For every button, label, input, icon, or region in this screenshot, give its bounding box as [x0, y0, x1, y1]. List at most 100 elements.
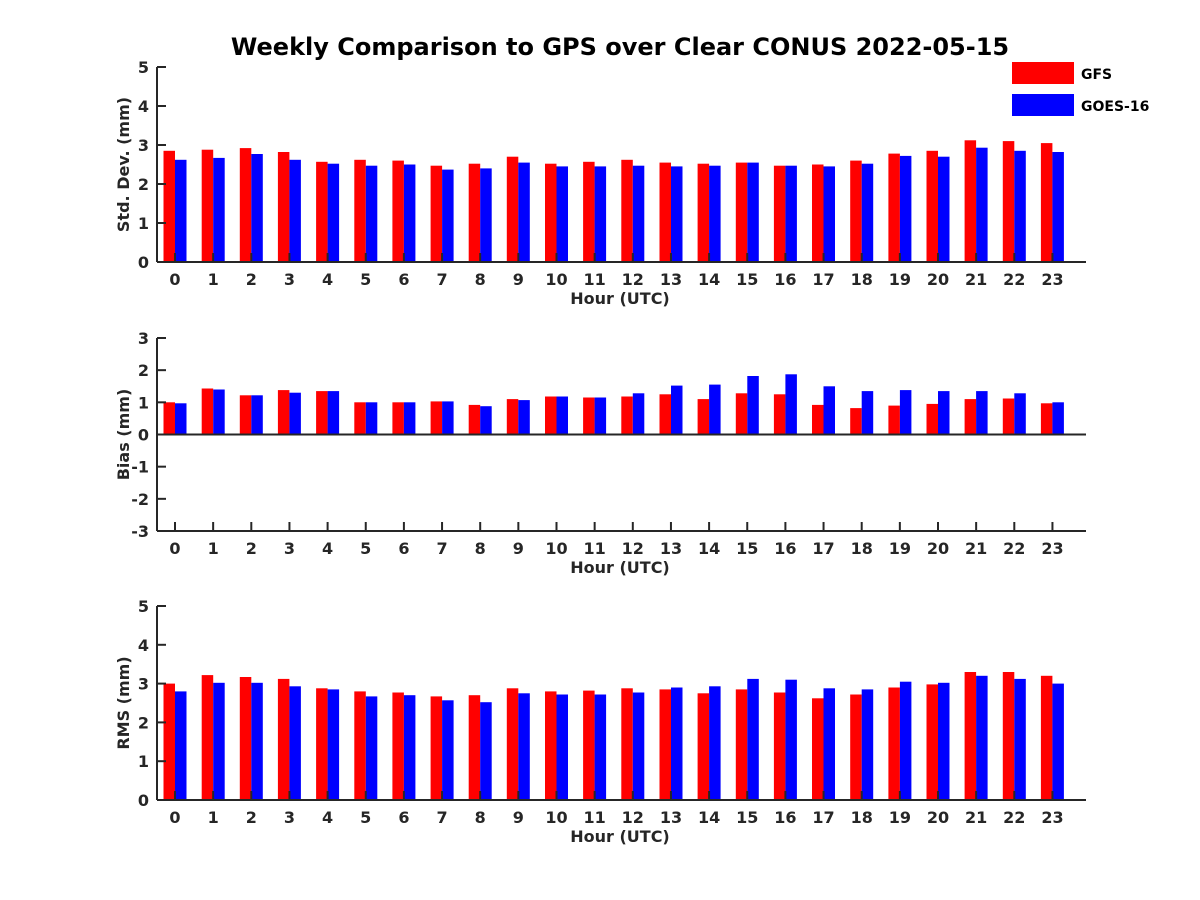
bar-gfs-hour-3: [277, 390, 290, 435]
bar-goes16-hour-19: [899, 681, 912, 800]
bar-gfs-hour-14: [697, 399, 710, 435]
bar-gfs-hour-18: [850, 694, 862, 800]
bar-goes16-hour-8: [480, 702, 492, 800]
x-tick-label: 21: [965, 539, 987, 558]
bar-gfs-hour-2: [239, 395, 252, 435]
y-tick-label: 1: [138, 214, 149, 233]
x-tick-label: 22: [1003, 808, 1025, 827]
bar-goes16-hour-4: [327, 391, 340, 435]
x-tick-label: 15: [736, 539, 758, 558]
bar-goes16-hour-4: [327, 163, 340, 262]
x-tick-label: 5: [360, 270, 371, 289]
x-tick-label: 21: [965, 808, 987, 827]
bar-gfs-hour-0: [163, 150, 175, 262]
x-tick-label: 9: [513, 539, 524, 558]
bar-goes16-hour-20: [938, 682, 950, 800]
chart-title: Weekly Comparison to GPS over Clear CONU…: [231, 33, 1009, 61]
x-tick-label: 10: [545, 270, 567, 289]
bar-goes16-hour-12: [632, 165, 645, 262]
legend-label-goes16: GOES-16: [1081, 99, 1149, 115]
bar-gfs-hour-7: [430, 165, 443, 262]
bar-gfs-hour-10: [545, 163, 557, 262]
x-tick-label: 17: [812, 539, 834, 558]
x-tick-label: 16: [774, 808, 796, 827]
bar-gfs-hour-16: [773, 165, 786, 262]
bar-gfs-hour-7: [430, 401, 443, 435]
bar-goes16-hour-0: [175, 691, 187, 800]
x-tick-label: 19: [889, 270, 911, 289]
bar-goes16-hour-2: [251, 682, 263, 800]
bar-gfs-hour-23: [1040, 675, 1053, 800]
bar-goes16-hour-22: [1014, 150, 1026, 262]
bar-gfs-hour-17: [812, 404, 824, 435]
x-tick-label: 4: [322, 539, 333, 558]
bar-goes16-hour-23: [1052, 152, 1064, 262]
bar-gfs-hour-7: [430, 696, 443, 800]
bar-goes16-hour-11: [594, 694, 607, 800]
bar-goes16-hour-16: [785, 679, 797, 800]
x-tick-label: 2: [246, 808, 257, 827]
y-axis-label: Std. Dev. (mm): [114, 97, 133, 232]
x-tick-label: 10: [545, 808, 567, 827]
x-tick-label: 19: [889, 808, 911, 827]
x-tick-label: 5: [360, 808, 371, 827]
bar-gfs-hour-11: [583, 161, 595, 262]
bar-goes16-hour-6: [403, 402, 416, 435]
bar-gfs-hour-21: [964, 399, 977, 435]
x-tick-label: 8: [475, 808, 486, 827]
x-tick-label: 18: [851, 808, 873, 827]
y-tick-label: -3: [131, 522, 149, 541]
bar-goes16-hour-0: [175, 159, 187, 262]
x-tick-label: 12: [622, 270, 644, 289]
bar-goes16-hour-23: [1052, 683, 1064, 800]
bar-goes16-hour-17: [823, 386, 835, 435]
x-tick-label: 18: [851, 270, 873, 289]
bar-goes16-hour-12: [632, 692, 645, 800]
x-tick-label: 19: [889, 539, 911, 558]
x-tick-label: 13: [660, 539, 682, 558]
x-tick-label: 9: [513, 270, 524, 289]
bar-goes16-hour-5: [365, 696, 378, 800]
x-tick-label: 1: [208, 539, 219, 558]
bar-gfs-hour-18: [850, 160, 862, 262]
bar-goes16-hour-21: [976, 391, 988, 435]
bar-gfs-hour-20: [926, 684, 938, 800]
y-tick-label: 0: [138, 791, 149, 810]
bar-gfs-hour-11: [583, 397, 595, 435]
bar-goes16-hour-8: [480, 406, 492, 435]
bar-goes16-hour-16: [785, 165, 797, 262]
bar-gfs-hour-21: [964, 672, 977, 800]
x-tick-label: 16: [774, 539, 796, 558]
x-tick-label: 2: [246, 539, 257, 558]
x-tick-label: 1: [208, 808, 219, 827]
bar-gfs-hour-9: [506, 688, 519, 800]
bar-goes16-hour-3: [289, 159, 301, 262]
x-tick-label: 0: [169, 808, 180, 827]
bar-gfs-hour-5: [354, 691, 366, 800]
legend: GFS GOES-16: [1012, 62, 1149, 116]
bar-goes16-hour-21: [976, 675, 988, 800]
bar-goes16-hour-2: [251, 154, 263, 262]
x-tick-label: 4: [322, 270, 333, 289]
bar-goes16-hour-10: [556, 396, 568, 435]
bar-goes16-hour-6: [403, 695, 416, 800]
bar-goes16-hour-19: [899, 155, 912, 262]
x-tick-label: 8: [475, 539, 486, 558]
y-tick-label: 4: [138, 636, 149, 655]
x-tick-label: 22: [1003, 270, 1025, 289]
bar-gfs-hour-6: [392, 402, 404, 435]
y-tick-label: 4: [138, 97, 149, 116]
bar-gfs-hour-22: [1002, 141, 1015, 262]
bar-goes16-hour-5: [365, 402, 378, 435]
x-tick-label: 10: [545, 539, 567, 558]
bar-gfs-hour-23: [1040, 403, 1053, 435]
bar-goes16-hour-7: [442, 401, 454, 435]
x-tick-label: 8: [475, 270, 486, 289]
x-axis-label: Hour (UTC): [570, 827, 670, 846]
y-tick-label: 2: [138, 175, 149, 194]
bar-goes16-hour-18: [861, 163, 874, 262]
bar-gfs-hour-10: [545, 691, 557, 800]
x-tick-label: 23: [1041, 539, 1063, 558]
